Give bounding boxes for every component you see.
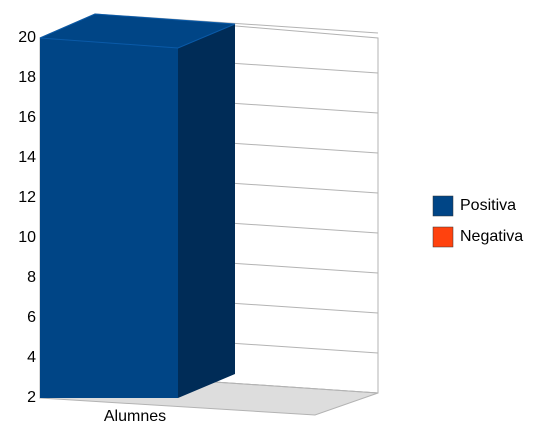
- y-tick-label: 18: [18, 69, 36, 86]
- bar-front: [40, 38, 178, 398]
- legend-label: Negativa: [460, 228, 523, 245]
- y-tick-label: 4: [27, 349, 36, 366]
- y-tick-label: 10: [18, 229, 36, 246]
- y-tick-label: 12: [18, 189, 36, 206]
- y-tick-label: 14: [18, 149, 36, 166]
- legend-label: Positiva: [460, 197, 516, 214]
- legend-swatch: [432, 226, 454, 248]
- y-tick-label: 20: [18, 29, 36, 46]
- y-tick-label: 6: [27, 309, 36, 326]
- x-tick-label: Alumnes: [104, 408, 166, 425]
- y-tick-label: 2: [27, 389, 36, 406]
- y-tick-label: 16: [18, 109, 36, 126]
- bar-side: [178, 24, 235, 398]
- bar-top: [39, 13, 236, 49]
- legend-swatch: [432, 195, 454, 217]
- y-tick-label: 8: [27, 269, 36, 286]
